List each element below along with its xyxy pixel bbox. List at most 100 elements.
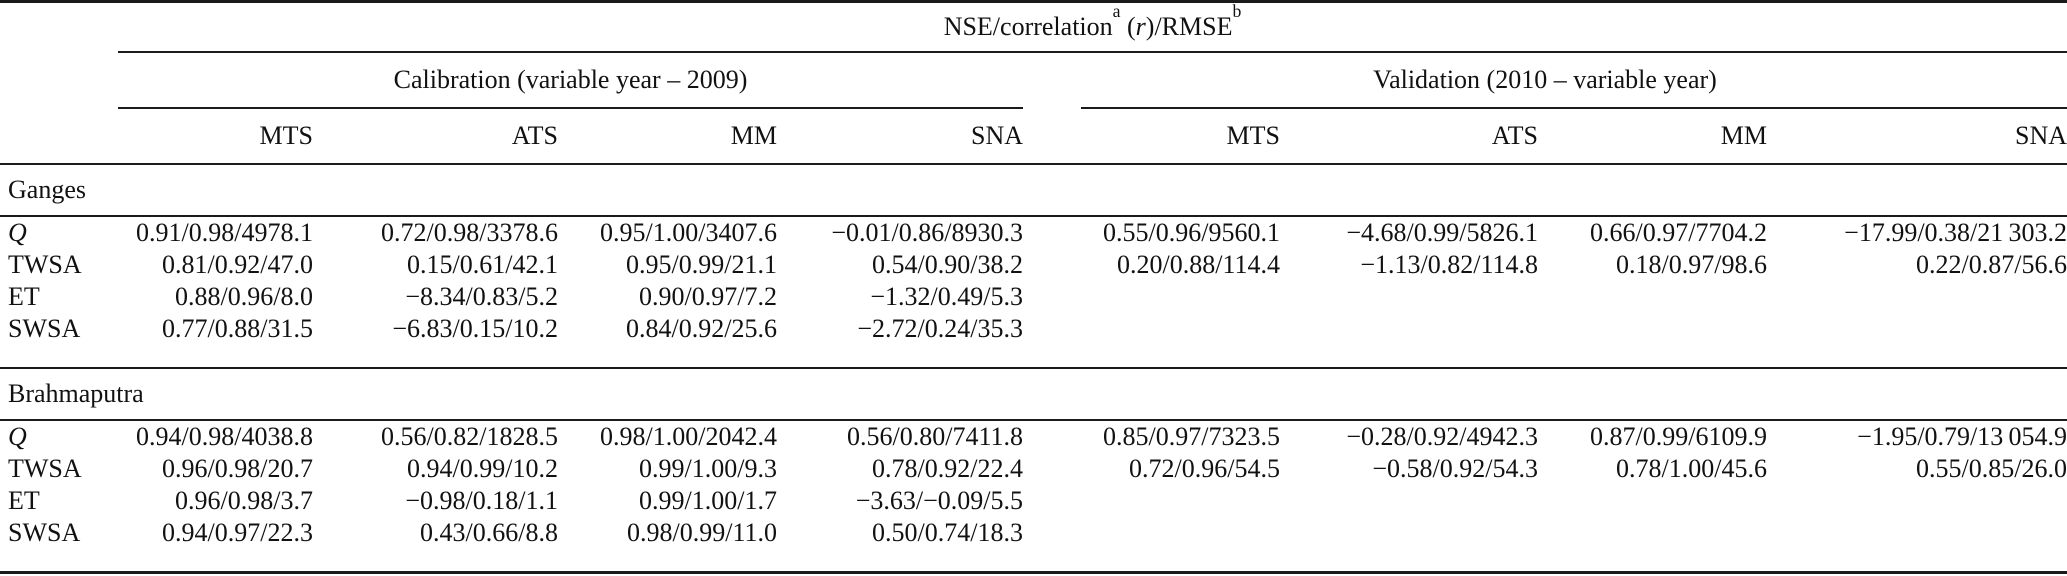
cell: 0.22/0.87/56.6	[1916, 250, 2067, 279]
cell: 0.18/0.97/98.6	[1616, 250, 1767, 279]
brahmaputra-top-rule	[0, 419, 2067, 421]
calibration-rule	[118, 107, 1023, 109]
group-header-calibration: Calibration (variable year – 2009)	[393, 65, 748, 94]
column-header-cal-mm: MM	[730, 121, 777, 150]
top-rule	[0, 0, 2067, 3]
cell: 0.20/0.88/114.4	[1117, 250, 1280, 279]
cell: 0.55/0.96/9560.1	[1103, 218, 1280, 247]
cell: 0.88/0.96/8.0	[175, 282, 313, 311]
cell: 0.84/0.92/25.6	[626, 314, 777, 343]
cell: 0.66/0.97/7704.2	[1590, 218, 1767, 247]
column-header-val-sna: SNA	[2014, 121, 2067, 150]
section-rule-row	[0, 367, 2067, 369]
row-label: ET	[8, 486, 40, 515]
cell: 0.99/1.00/9.3	[639, 454, 777, 483]
group-rule-row	[0, 107, 2067, 109]
section-rule-row	[0, 215, 2067, 217]
cell: 0.54/0.90/38.2	[872, 250, 1023, 279]
cell: 0.85/0.97/7323.5	[1103, 422, 1280, 451]
column-header-cal-mts: MTS	[259, 121, 313, 150]
validation-rule	[1081, 107, 2067, 109]
cell	[1280, 281, 1538, 313]
cell	[1767, 313, 2067, 345]
cell: 0.98/1.00/2042.4	[600, 422, 777, 451]
column-header-cal-sna: SNA	[970, 121, 1023, 150]
column-header-val-ats: ATS	[1491, 121, 1538, 150]
top-rule-row	[0, 0, 2067, 3]
cell: 0.94/0.97/22.3	[162, 518, 313, 547]
section-title: Brahmaputra	[8, 379, 144, 408]
cell: 0.95/1.00/3407.6	[600, 218, 777, 247]
table-row-brahmaputra-q: Q 0.94/0.98/4038.8 0.56/0.82/1828.5 0.98…	[0, 421, 2067, 453]
cell: 0.43/0.66/8.8	[420, 518, 558, 547]
section-header-brahmaputra: Brahmaputra	[0, 369, 2067, 419]
cell: 0.15/0.61/42.1	[407, 250, 558, 279]
cell: 0.99/1.00/1.7	[639, 486, 777, 515]
column-header-row: MTS ATS MM SNA MTS ATS MM SNA	[0, 109, 2067, 163]
cell	[1767, 281, 2067, 313]
cell: 0.91/0.98/4978.1	[136, 218, 313, 247]
header-bottom-rule	[0, 163, 2067, 165]
cell	[1280, 517, 1538, 549]
cell: 0.81/0.92/47.0	[162, 250, 313, 279]
cell: 0.96/0.98/3.7	[175, 486, 313, 515]
empty-cell	[0, 109, 118, 163]
cell	[1280, 485, 1538, 517]
empty-corner-cell	[0, 3, 118, 51]
cell: 0.78/1.00/45.6	[1616, 454, 1767, 483]
row-label: TWSA	[8, 250, 82, 279]
cell: −0.01/0.86/8930.3	[831, 218, 1023, 247]
spacer-row	[0, 549, 2067, 571]
title-r-italic: r	[1135, 12, 1146, 41]
title-rmse: )/RMSE	[1145, 12, 1233, 41]
cell	[1023, 517, 1280, 549]
table-row-ganges-q: Q 0.91/0.98/4978.1 0.72/0.98/3378.6 0.95…	[0, 217, 2067, 249]
cell: 0.90/0.97/7.2	[639, 282, 777, 311]
cell: 0.72/0.98/3378.6	[381, 218, 558, 247]
table-row-ganges-swsa: SWSA 0.77/0.88/31.5 −6.83/0.15/10.2 0.84…	[0, 313, 2067, 345]
table-title: NSE/correlationa (r)/RMSEb	[118, 0, 2067, 51]
cell: −1.95/0.79/13 054.9	[1857, 422, 2067, 451]
cell: 0.72/0.96/54.5	[1129, 454, 1280, 483]
column-header-val-mts: MTS	[1226, 121, 1280, 150]
title-paren-open: (	[1120, 12, 1136, 41]
cell: −6.83/0.15/10.2	[392, 314, 558, 343]
group-header-row: Calibration (variable year – 2009) Valid…	[0, 53, 2067, 107]
table-title-row: NSE/correlationa (r)/RMSEb	[0, 0, 2067, 51]
row-label: ET	[8, 282, 40, 311]
cell	[1023, 485, 1280, 517]
empty-cell	[0, 53, 118, 107]
ganges-top-rule	[0, 215, 2067, 217]
row-label: Q	[8, 218, 27, 247]
header-bottom-rule-row	[0, 163, 2067, 165]
cell: 0.55/0.85/26.0	[1916, 454, 2067, 483]
row-label: SWSA	[8, 314, 81, 343]
cell	[1538, 281, 1767, 313]
cell: 0.56/0.82/1828.5	[381, 422, 558, 451]
row-label: TWSA	[8, 454, 82, 483]
table-row-brahmaputra-et: ET 0.96/0.98/3.7 −0.98/0.18/1.1 0.99/1.0…	[0, 485, 2067, 517]
cell: 0.78/0.92/22.4	[872, 454, 1023, 483]
footnote-marker-a: a	[1112, 0, 1121, 21]
table-row-brahmaputra-swsa: SWSA 0.94/0.97/22.3 0.43/0.66/8.8 0.98/0…	[0, 517, 2067, 549]
cell: −1.32/0.49/5.3	[870, 282, 1023, 311]
cell: 0.96/0.98/20.7	[162, 454, 313, 483]
section-title: Ganges	[8, 175, 86, 204]
cell	[1023, 281, 1280, 313]
cell: −17.99/0.38/21 303.2	[1844, 218, 2067, 247]
cell: 0.50/0.74/18.3	[872, 518, 1023, 547]
cell	[1767, 517, 2067, 549]
column-header-cal-ats: ATS	[511, 121, 558, 150]
table-row-ganges-twsa: TWSA 0.81/0.92/47.0 0.15/0.61/42.1 0.95/…	[0, 249, 2067, 281]
cell	[1023, 313, 1280, 345]
cell: −8.34/0.83/5.2	[405, 282, 558, 311]
title-rule	[118, 51, 2067, 53]
row-label: SWSA	[8, 518, 81, 547]
column-header-val-mm: MM	[1720, 121, 1767, 150]
bottom-rule	[0, 571, 2067, 574]
cell: −3.63/−0.09/5.5	[855, 486, 1023, 515]
cell	[1767, 485, 2067, 517]
title-text: NSE/correlation	[943, 12, 1113, 41]
cell: 0.87/0.99/6109.9	[1590, 422, 1767, 451]
